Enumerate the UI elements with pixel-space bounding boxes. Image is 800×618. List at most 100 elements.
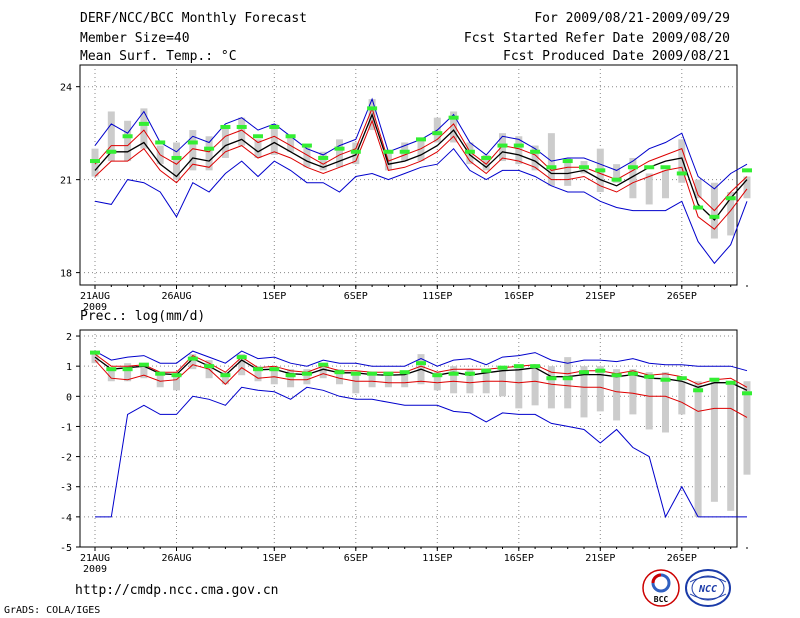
temperature-median-mark	[513, 143, 524, 148]
temperature-median-mark	[579, 165, 589, 170]
precipitation-member-bar	[547, 366, 555, 409]
precipitation-median-mark	[350, 371, 361, 376]
temperature-median-mark	[236, 124, 247, 129]
temperature-member-bar	[124, 120, 132, 162]
temperature-member-bar	[140, 108, 148, 149]
precipitation-xtick-label: 21SEP	[585, 553, 615, 564]
precipitation-median-mark	[269, 367, 280, 372]
temperature-median-mark	[318, 155, 329, 160]
precipitation-member-bar	[140, 363, 148, 379]
temperature-member-bar	[287, 136, 295, 152]
produced-date: Fcst Produced Date 2009/08/21	[503, 49, 730, 64]
temperature-xtick-label: 11SEP	[422, 291, 452, 302]
temperature-median-mark	[204, 146, 215, 151]
precipitation-member-bar	[613, 369, 621, 421]
temperature-median-mark	[399, 149, 410, 154]
temperature-median-mark	[383, 149, 394, 154]
precipitation-member-bar	[173, 372, 180, 391]
temperature-median-mark	[595, 168, 606, 173]
source-url[interactable]: http://cmdp.ncc.cma.gov.cn	[75, 583, 279, 598]
precipitation-member-bar	[319, 366, 327, 379]
temperature-xtick-label: 1SEP	[262, 291, 286, 302]
precipitation-ytick-label: -3	[60, 483, 72, 494]
temperature-median-mark	[660, 165, 671, 170]
temperature-median-mark	[627, 165, 638, 170]
precipitation-member-bar	[694, 381, 702, 517]
temperature-median-mark	[676, 171, 687, 176]
precipitation-ytick-label: -4	[60, 513, 72, 524]
precipitation-member-bar	[303, 369, 311, 385]
temperature-median-mark	[367, 106, 378, 111]
precipitation-series-min	[95, 386, 747, 519]
precipitation-ytick-label: -1	[60, 422, 72, 433]
ncc-logo-icon: NCC	[685, 569, 731, 607]
precipitation-series-mean	[94, 356, 748, 391]
temperature-member-bar	[678, 139, 686, 183]
precipitation-ytick-label: -5	[60, 543, 72, 554]
temperature-member-bar	[319, 151, 327, 171]
precipitation-member-bar	[107, 367, 115, 382]
precipitation-member-bar	[629, 369, 637, 415]
precipitation-median-mark	[725, 380, 736, 385]
precipitation-xtick-label: 16SEP	[504, 553, 534, 564]
variable-label: Mean Surf. Temp.: °C	[80, 49, 237, 64]
precipitation-member-bar	[189, 354, 197, 370]
precipitation-xtick-label: 1SEP	[262, 553, 286, 564]
temperature-member-bar	[694, 179, 702, 199]
precipitation-median-mark	[106, 367, 117, 372]
precipitation-median-mark	[595, 368, 606, 373]
precipitation-median-mark	[204, 364, 215, 369]
temperature-median-mark	[171, 155, 182, 160]
precipitation-member-bar	[678, 381, 686, 415]
precipitation-median-mark	[660, 377, 671, 382]
precipitation-ytick-label: -2	[60, 453, 72, 464]
precipitation-member-bar	[368, 372, 376, 388]
precipitation-member-bar	[466, 369, 474, 394]
precipitation-median-mark	[693, 388, 704, 393]
temperature-median-mark	[464, 149, 475, 154]
temperature-xtick-label: 21SEP	[585, 291, 615, 302]
precipitation-median-mark	[448, 371, 459, 376]
precipitation-member-bar	[270, 366, 278, 385]
temperature-median-mark	[546, 165, 557, 170]
temperature-member-bar	[417, 139, 425, 162]
precipitation-member-bar	[287, 369, 295, 388]
precipitation-median-mark	[497, 365, 508, 370]
precipitation-xtick-label: 11SEP	[422, 553, 452, 564]
temperature-member-bar	[613, 164, 621, 183]
temperature-member-bar	[238, 117, 246, 146]
temperature-ytick-label: 21	[60, 176, 72, 187]
temperature-median-mark	[448, 115, 459, 120]
precipitation-series-max	[94, 350, 748, 372]
temperature-member-bar	[189, 130, 197, 171]
precipitation-median-mark	[676, 376, 687, 381]
precipitation-median-mark	[644, 374, 655, 379]
temperature-median-mark	[106, 149, 117, 154]
temperature-median-mark	[497, 143, 508, 148]
temperature-median-mark	[709, 214, 720, 219]
temperature-member-bar	[662, 170, 669, 199]
temperature-member-bar	[564, 157, 572, 186]
started-date: Fcst Started Refer Date 2009/08/20	[463, 31, 730, 46]
precipitation-xtick-label: 26AUG	[161, 553, 191, 564]
temperature-member-bar	[107, 111, 115, 162]
temperature-median-mark	[334, 146, 345, 151]
temperature-ytick-label: 18	[60, 269, 72, 280]
temperature-median-mark	[269, 124, 280, 129]
temperature-member-bar	[254, 139, 262, 158]
temperature-ytick-label: 24	[60, 83, 72, 94]
precipitation-median-mark	[579, 370, 589, 375]
temperature-xtick-label: 26AUG	[161, 291, 191, 302]
precipitation-member-bar	[336, 369, 343, 385]
temperature-median-mark	[350, 149, 361, 154]
temperature-member-bar	[270, 123, 278, 155]
precipitation-median-mark	[399, 370, 410, 375]
precipitation-ytick-label: 0	[66, 392, 72, 403]
precipitation-median-mark	[416, 361, 426, 366]
temperature-member-bar	[515, 136, 523, 165]
precipitation-member-bar	[384, 372, 392, 388]
temperature-member-bar	[531, 145, 539, 171]
precipitation-member-bar	[156, 372, 164, 388]
precipitation-member-bar	[401, 372, 409, 388]
